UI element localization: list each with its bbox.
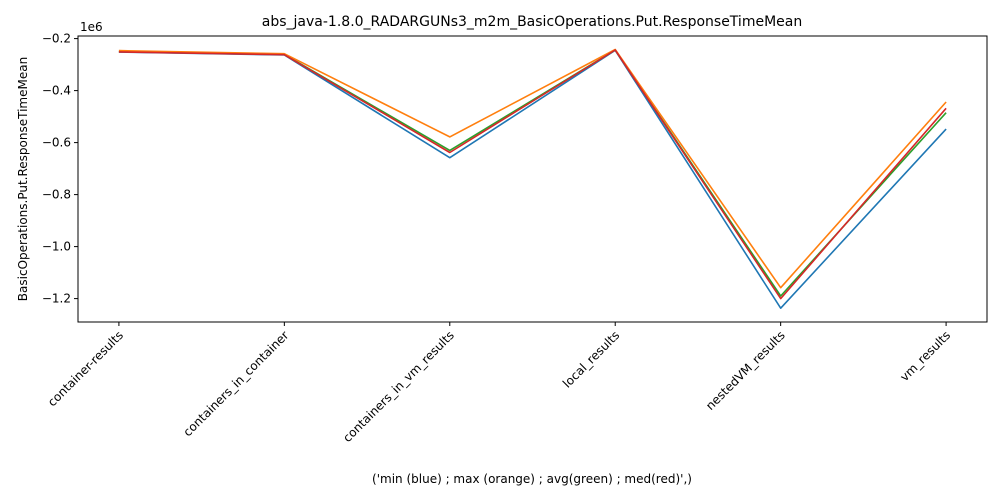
- series-line-med: [118, 49, 947, 300]
- plot-frame: [77, 35, 988, 323]
- x-axis-label: ('min (blue) ; max (orange) ; avg(green)…: [372, 472, 692, 486]
- y-tick-label: −0.6: [42, 136, 71, 150]
- y-tick-label: −0.2: [42, 32, 71, 46]
- plot-series: [118, 48, 947, 310]
- x-tick-label: containers_in_container: [181, 328, 292, 439]
- x-axis-ticks: container-results containers_in_container…: [45, 322, 953, 445]
- y-tick-label: −0.4: [42, 84, 71, 98]
- y-axis-label: BasicOperations.Put.ResponseTimeMean: [16, 57, 30, 301]
- x-tick-label: containers_in_vm_results: [340, 328, 457, 445]
- y-tick-label: −1.0: [42, 240, 71, 254]
- series-line-max: [118, 48, 947, 289]
- series-line-avg: [118, 49, 947, 297]
- y-tick-label: −1.2: [42, 292, 71, 306]
- chart-title: abs_java-1.8.0_RADARGUNs3_m2m_BasicOpera…: [262, 14, 802, 30]
- x-tick-label: container-results: [45, 328, 126, 409]
- y-axis-ticks: −1.2 −1.0 −0.8 −0.6 −0.4 −0.2: [42, 32, 78, 306]
- x-tick-label: nestedVM_results: [703, 328, 788, 413]
- y-tick-label: −0.8: [42, 188, 71, 202]
- x-tick-label: local_results: [560, 328, 622, 390]
- x-tick-label: vm_results: [897, 328, 953, 384]
- series-line-min: [118, 49, 947, 310]
- y-axis-offset-label: 1e6: [80, 20, 103, 34]
